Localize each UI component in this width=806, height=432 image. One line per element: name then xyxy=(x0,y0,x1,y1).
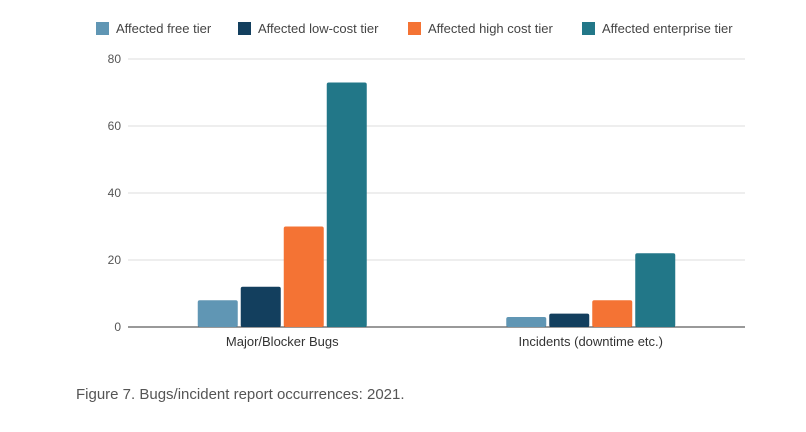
bar xyxy=(283,226,324,327)
bar xyxy=(592,300,633,327)
x-axis-labels: Major/Blocker Bugs Incidents (downtime et… xyxy=(226,334,663,349)
legend-swatch xyxy=(96,22,109,35)
legend-swatch xyxy=(238,22,251,35)
y-tick-label: 60 xyxy=(108,119,122,133)
bar xyxy=(506,316,547,327)
bar xyxy=(549,313,590,327)
legend-item: Affected enterprise tier xyxy=(582,21,733,36)
legend-label: Affected high cost tier xyxy=(428,21,553,36)
bar xyxy=(197,300,238,327)
x-category-label: Incidents (downtime etc.) xyxy=(518,334,663,349)
legend-swatch xyxy=(408,22,421,35)
bar-chart: Affected free tier Affected low-cost tier… xyxy=(96,21,745,349)
figure-caption: Figure 7. Bugs/incident report occurrenc… xyxy=(76,386,405,403)
legend-item: Affected low-cost tier xyxy=(238,21,379,36)
legend-label: Affected low-cost tier xyxy=(258,21,379,36)
legend-label: Affected free tier xyxy=(116,21,212,36)
y-tick-label: 40 xyxy=(108,186,122,200)
legend-item: Affected free tier xyxy=(96,21,212,36)
y-tick-label: 0 xyxy=(114,320,121,334)
legend-swatch xyxy=(582,22,595,35)
bar xyxy=(635,253,676,327)
legend: Affected free tier Affected low-cost tier… xyxy=(96,21,733,36)
y-tick-label: 20 xyxy=(108,253,122,267)
bar xyxy=(326,82,367,327)
y-axis-ticks: 0 20 40 60 80 xyxy=(108,52,122,334)
bar xyxy=(240,286,281,327)
bars xyxy=(197,82,676,327)
legend-label: Affected enterprise tier xyxy=(602,21,733,36)
x-category-label: Major/Blocker Bugs xyxy=(226,334,339,349)
legend-item: Affected high cost tier xyxy=(408,21,553,36)
y-tick-label: 80 xyxy=(108,52,122,66)
